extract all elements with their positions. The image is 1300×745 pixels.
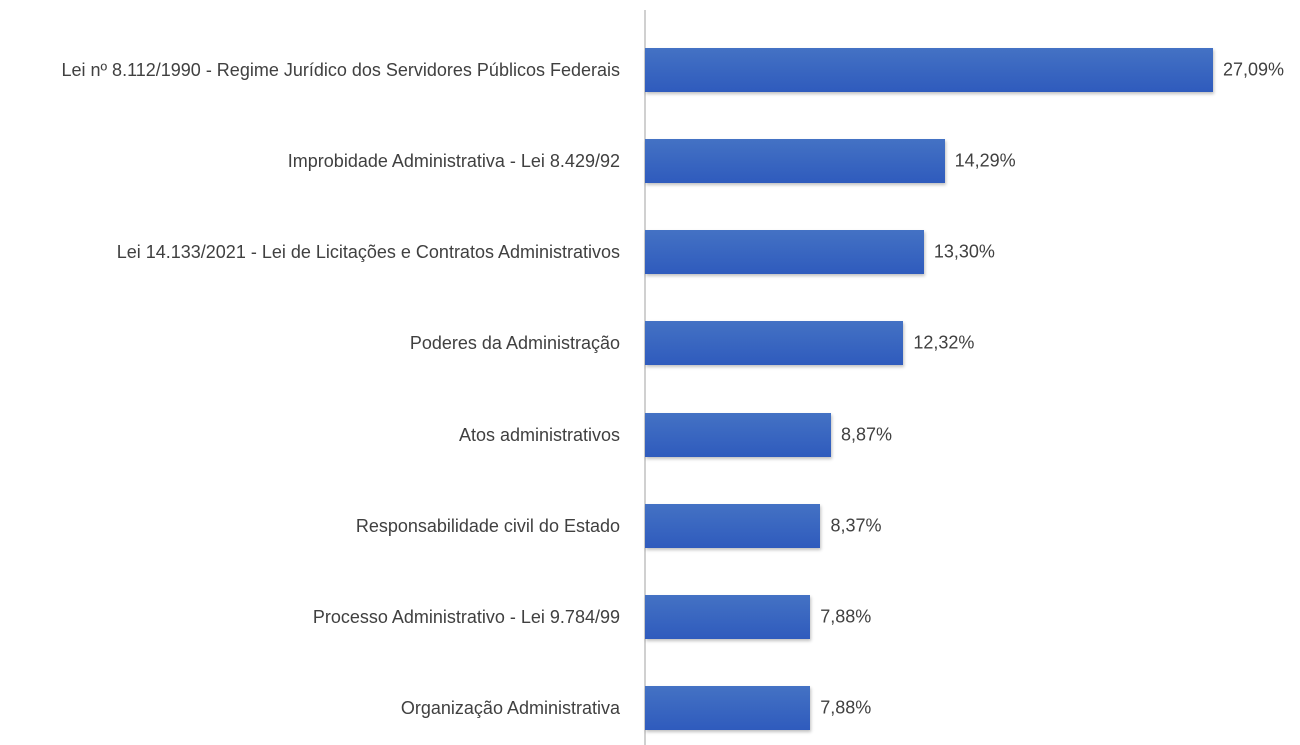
- bar: [645, 686, 811, 731]
- category-label-box: Organização Administrativa: [20, 695, 620, 721]
- value-label: 27,09%: [1223, 59, 1285, 80]
- value-label: 8,37%: [830, 515, 882, 536]
- category-label: Atos administrativos: [458, 424, 620, 445]
- category-label: Lei nº 8.112/1990 - Regime Jurídico dos …: [61, 60, 620, 80]
- category-label-box: Atos administrativos: [20, 422, 620, 448]
- value-label: 14,29%: [954, 150, 1016, 171]
- value-label: 7,88%: [820, 697, 872, 718]
- category-label: Lei 14.133/2021 - Lei de Licitações e Co…: [116, 242, 620, 263]
- value-label: 13,30%: [933, 241, 995, 262]
- category-label-box: Processo Administrativo - Lei 9.784/99: [20, 604, 620, 630]
- category-label: Improbidade Administrativa - Lei 8.429/9…: [287, 151, 620, 172]
- bar: [645, 503, 821, 548]
- category-label-box: Improbidade Administrativa - Lei 8.429/9…: [20, 148, 620, 174]
- category-axis: [644, 10, 646, 745]
- bar: [645, 230, 924, 275]
- category-label-box: Responsabilidade civil do Estado: [20, 513, 620, 539]
- bar: [645, 412, 831, 457]
- bar: [645, 139, 945, 184]
- value-label: 7,88%: [820, 606, 872, 627]
- bar: [645, 48, 1213, 92]
- category-label: Processo Administrativo - Lei 9.784/99: [312, 606, 620, 627]
- bar: [645, 594, 811, 639]
- category-label-box: Lei nº 8.112/1990 - Regime Jurídico dos …: [20, 57, 620, 83]
- bar: [645, 321, 904, 366]
- category-label: Responsabilidade civil do Estado: [355, 515, 620, 536]
- value-label: 12,32%: [913, 332, 975, 353]
- value-label: 8,87%: [840, 424, 893, 445]
- category-label: Poderes da Administração: [409, 333, 620, 354]
- category-label-box: Lei 14.133/2021 - Lei de Licitações e Co…: [20, 239, 620, 265]
- category-label-box: Poderes da Administração: [20, 330, 620, 356]
- category-label: Organização Administrativa: [400, 698, 620, 719]
